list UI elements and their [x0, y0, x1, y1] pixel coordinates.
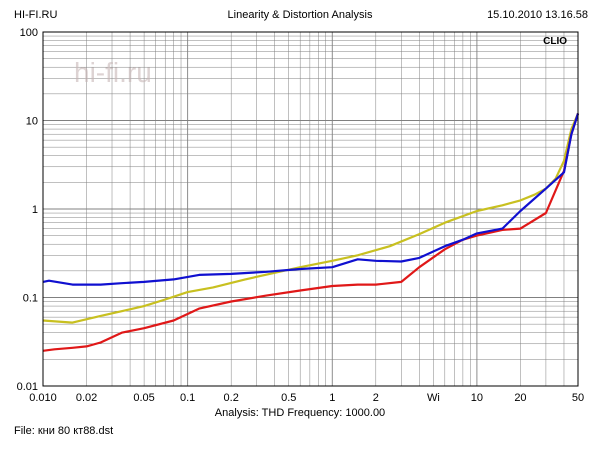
x-tick-label: 10 — [471, 392, 483, 404]
series-line-3 — [42, 113, 580, 286]
site-name: HI-FI.RU — [14, 9, 58, 21]
x-tick-label: 0.010 — [29, 392, 57, 404]
brand-label: CLIO — [543, 36, 567, 47]
x-tick-label: 0.05 — [133, 392, 154, 404]
series-line-2 — [42, 113, 580, 352]
x-tick-label: 20 — [514, 392, 526, 404]
x-tick-label: Wi — [427, 392, 440, 404]
analysis-info: Analysis: THD Frequency: 1000.00 — [214, 407, 386, 419]
series-lines — [42, 113, 580, 352]
x-tick-label: 2 — [373, 392, 379, 404]
timestamp: 15.10.2010 13.16.58 — [487, 9, 588, 21]
y-tick-label: 0.01 — [17, 381, 38, 393]
x-tick-label: 1 — [329, 392, 335, 404]
x-tick-label: 0.2 — [224, 392, 239, 404]
x-tick-label: 0.02 — [76, 392, 97, 404]
y-tick-label: 1 — [32, 204, 38, 216]
y-tick-labels: 100 10 1 0.1 0.01 — [17, 27, 38, 393]
x-tick-labels: 0.010 0.02 0.05 0.1 0.2 0.5 1 2 Wi 10 20 50 — [29, 392, 584, 404]
y-tick-label: 10 — [26, 116, 38, 128]
x-tick-label: 0.1 — [180, 392, 195, 404]
chart-title: Linearity & Distortion Analysis — [227, 9, 373, 21]
y-tick-label: 100 — [20, 27, 38, 39]
file-name: File: кни 80 кт88.dst — [14, 425, 114, 437]
watermark: hi-fi.ru — [74, 57, 152, 88]
y-tick-label: 0.1 — [23, 293, 38, 305]
plot-frame — [42, 31, 579, 387]
x-tick-label: 0.5 — [281, 392, 296, 404]
x-tick-label: 50 — [572, 392, 584, 404]
series-line-1 — [42, 113, 580, 324]
